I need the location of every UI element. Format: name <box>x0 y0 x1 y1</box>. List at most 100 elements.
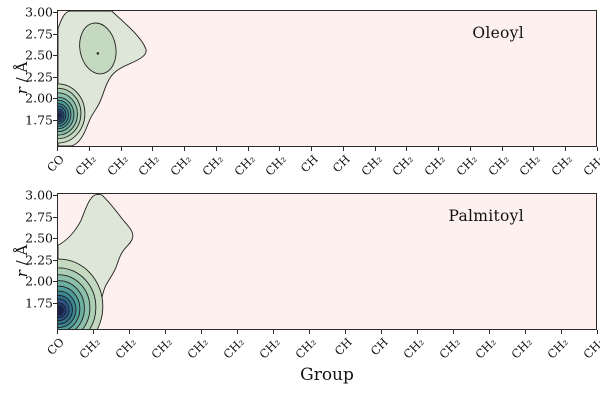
x-tick-mark <box>524 330 526 334</box>
x-tick-mark <box>56 330 58 334</box>
x-tick-label: CH₂ <box>389 152 416 179</box>
y-tick-label: 2.75 <box>25 26 53 41</box>
x-tick-mark <box>469 147 471 151</box>
y-tick-mark <box>53 12 57 13</box>
x-tick-mark <box>308 330 310 334</box>
y-tick-label: 3.00 <box>25 187 53 203</box>
x-axis-label: Group <box>300 365 354 385</box>
palmitoyl-contour-plot <box>58 194 134 329</box>
y-tick-label: 1.75 <box>25 295 53 310</box>
x-tick-mark <box>374 147 376 151</box>
y-tick-mark <box>53 259 57 261</box>
x-tick-label: CH₂ <box>292 335 319 362</box>
x-tick-label: CO <box>44 152 67 175</box>
y-tick-mark <box>53 281 57 282</box>
x-tick-mark <box>501 147 503 151</box>
y-tick-label: 2.25 <box>25 69 53 84</box>
y-tick-mark <box>53 98 57 99</box>
x-tick-label: CH₂ <box>184 335 211 362</box>
x-tick-mark <box>342 147 344 151</box>
x-tick-label: CH₂ <box>199 152 226 179</box>
x-tick-mark <box>416 330 418 334</box>
palmitoyl-plot-area: Palmitoyl <box>57 193 597 330</box>
x-tick-mark <box>247 147 249 151</box>
x-tick-label: CH₂ <box>580 335 600 362</box>
oleoyl-panel: Oleoyl 3.00 2.75 2.50 2.25 2.00 1.75 r /… <box>0 5 600 193</box>
x-tick-label: CH₂ <box>472 335 499 362</box>
oleoyl-plot-area: Oleoyl <box>57 10 597 147</box>
x-tick-label: CH₂ <box>516 152 543 179</box>
x-tick-label: CH₂ <box>544 335 571 362</box>
x-tick-label: CH <box>297 152 321 176</box>
x-tick-label: CH₂ <box>421 152 448 179</box>
panel-title-palmitoyl: Palmitoyl <box>448 207 524 225</box>
y-tick-label: 2.50 <box>25 47 53 63</box>
x-tick-mark <box>437 147 439 151</box>
x-tick-label: CH₂ <box>262 152 289 179</box>
y-tick-label: 2.00 <box>25 273 53 289</box>
x-tick-label: CH <box>329 152 353 176</box>
x-tick-mark <box>128 330 130 334</box>
x-tick-label: CH₂ <box>256 335 283 362</box>
x-tick-mark <box>164 330 166 334</box>
x-tick-mark <box>405 147 407 151</box>
x-tick-mark <box>183 147 185 151</box>
y-tick-label: 2.00 <box>25 90 53 106</box>
x-tick-mark <box>560 330 562 334</box>
x-tick-mark <box>92 330 94 334</box>
y-tick-mark <box>53 238 57 239</box>
x-tick-mark <box>380 330 382 334</box>
x-tick-mark <box>151 147 153 151</box>
x-tick-mark <box>278 147 280 151</box>
x-tick-mark <box>200 330 202 334</box>
x-tick-mark <box>564 147 566 151</box>
x-tick-label: CH₂ <box>148 335 175 362</box>
y-tick-mark <box>53 216 57 218</box>
x-tick-mark <box>120 147 122 151</box>
y-tick-mark <box>53 33 57 35</box>
contour-secondary-lobe <box>79 22 117 75</box>
x-tick-label: CH₂ <box>548 152 575 179</box>
x-tick-mark <box>596 330 598 334</box>
y-tick-mark <box>53 119 57 121</box>
x-tick-label: CH₃ <box>580 152 600 179</box>
y-tick-mark <box>53 55 57 56</box>
y-axis-label: r / Å <box>13 244 31 278</box>
y-tick-mark <box>53 76 57 78</box>
y-axis-label: r / Å <box>13 61 31 95</box>
x-tick-label: CH₂ <box>400 335 427 362</box>
x-tick-mark <box>236 330 238 334</box>
x-tick-label: CH₂ <box>485 152 512 179</box>
x-tick-label: CH₂ <box>104 152 131 179</box>
palmitoyl-panel: Palmitoyl 3.00 2.75 2.50 2.25 2.00 1.75 … <box>0 188 600 400</box>
x-tick-mark <box>310 147 312 151</box>
x-tick-label: CH₂ <box>436 335 463 362</box>
contour-level-11 <box>58 112 61 119</box>
x-tick-label: CH₂ <box>358 152 385 179</box>
x-tick-label: CH₂ <box>220 335 247 362</box>
x-tick-mark <box>88 147 90 151</box>
y-tick-label: 1.75 <box>25 112 53 127</box>
panel-title-oleoyl: Oleoyl <box>472 24 524 42</box>
oleoyl-contour-plot <box>58 11 147 146</box>
y-tick-label: 2.75 <box>25 209 53 224</box>
x-tick-label: CH₂ <box>76 335 103 362</box>
x-tick-label: CH₂ <box>508 335 535 362</box>
x-tick-mark <box>344 330 346 334</box>
contour-level-11 <box>58 305 64 316</box>
y-tick-label: 3.00 <box>25 4 53 20</box>
x-tick-mark <box>272 330 274 334</box>
x-tick-label: CH₂ <box>453 152 480 179</box>
y-tick-mark <box>53 195 57 196</box>
x-tick-label: CH₂ <box>167 152 194 179</box>
x-tick-label: CH₂ <box>231 152 258 179</box>
x-tick-label: CO <box>44 335 67 358</box>
x-tick-label: CH <box>367 335 391 359</box>
x-tick-mark <box>532 147 534 151</box>
x-tick-label: CH₂ <box>72 152 99 179</box>
y-tick-label: 2.50 <box>25 230 53 246</box>
x-tick-label: CH₂ <box>135 152 162 179</box>
x-tick-mark <box>488 330 490 334</box>
x-tick-mark <box>215 147 217 151</box>
y-tick-label: 2.25 <box>25 252 53 267</box>
